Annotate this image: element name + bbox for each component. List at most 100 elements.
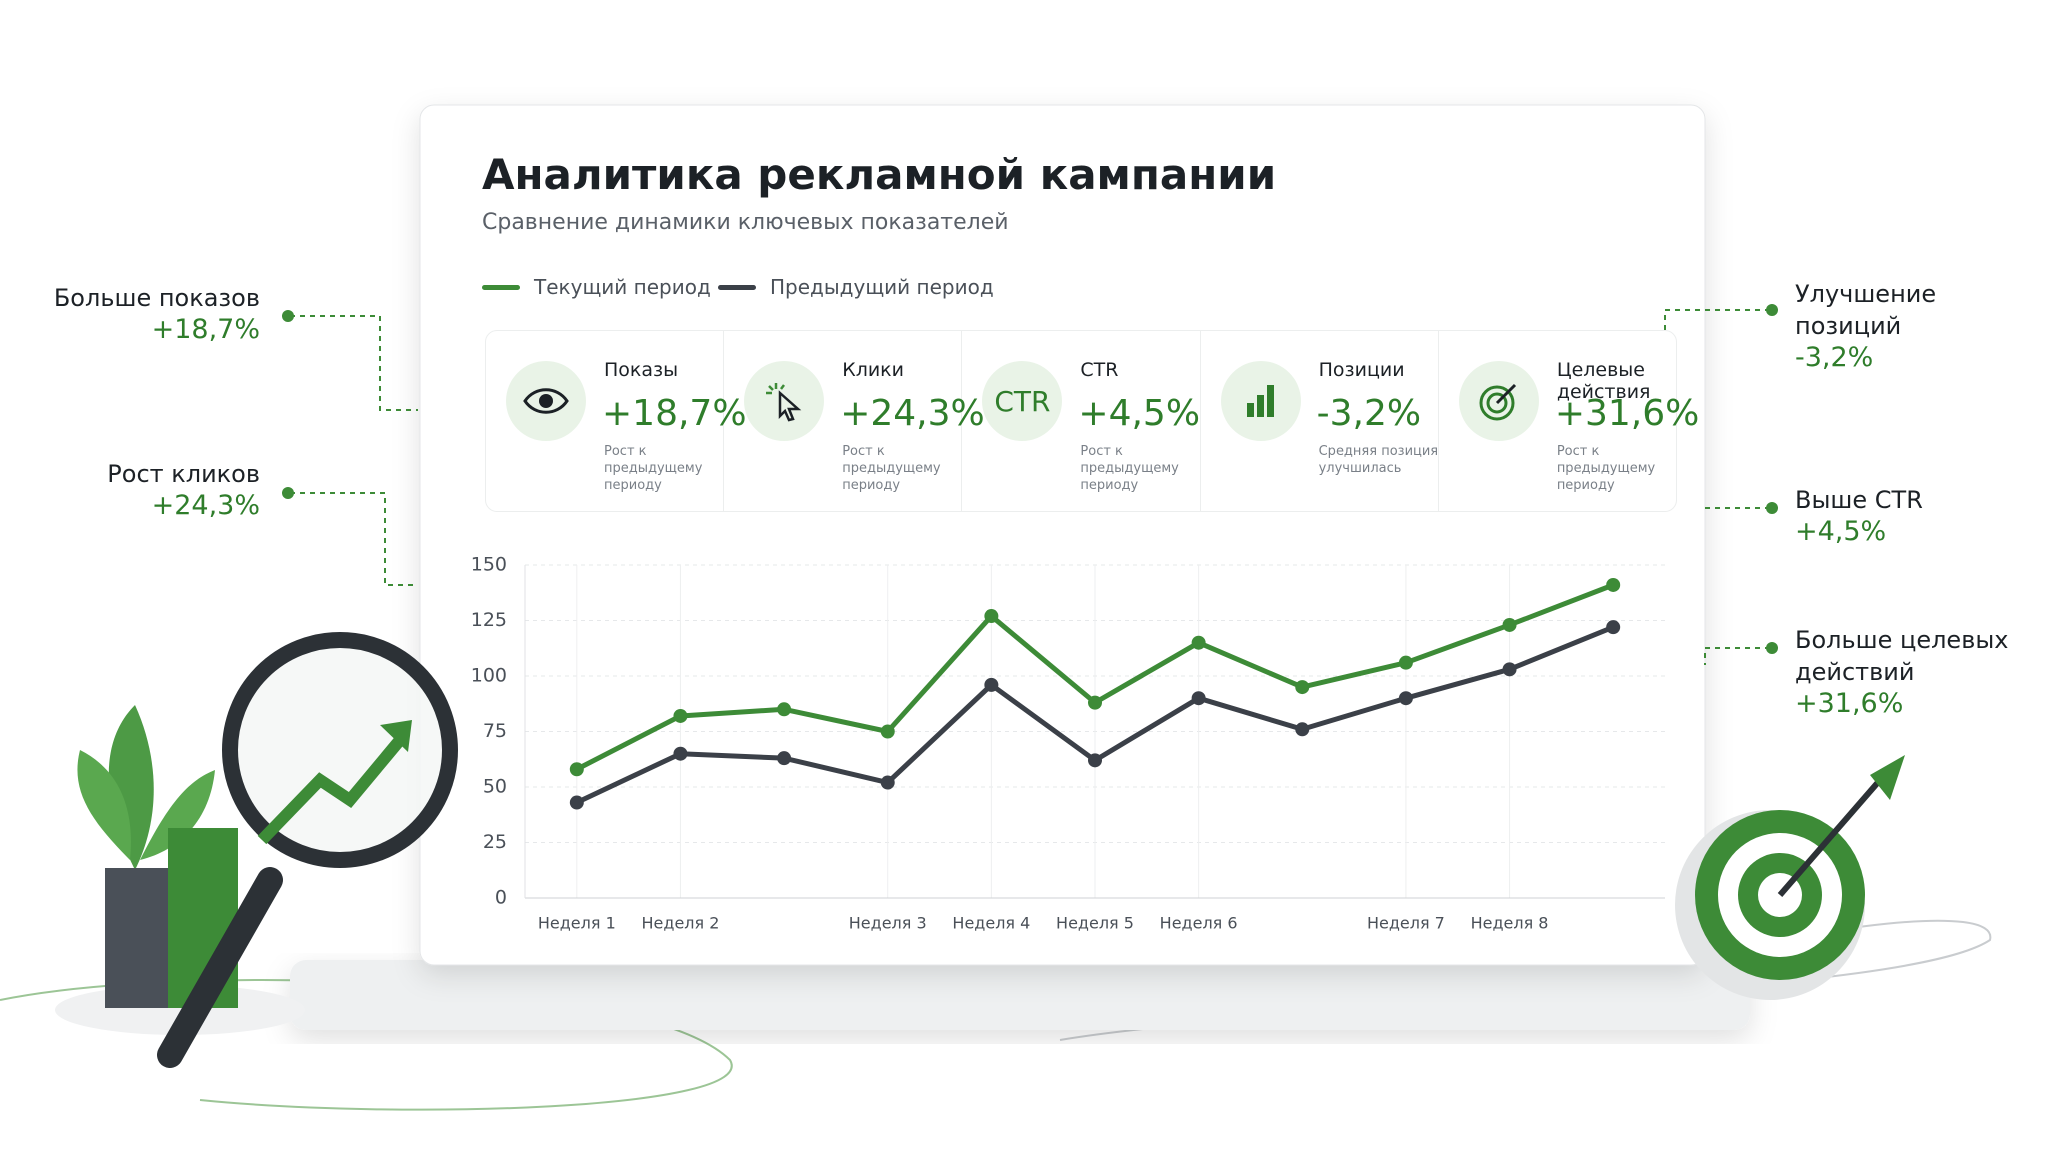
callout: Выше CTR +4,5% xyxy=(1795,484,1995,548)
callout-value: +31,6% xyxy=(1795,688,1904,719)
x-tick-label: Неделя 5 xyxy=(1056,914,1134,933)
data-point xyxy=(1191,691,1206,706)
callout: Больше показов +18,7% xyxy=(10,282,260,346)
callout-value: +18,7% xyxy=(151,314,260,345)
kpi-value: +4,5% xyxy=(1078,393,1201,434)
data-point xyxy=(1606,620,1621,635)
callout-label: Выше CTR xyxy=(1795,486,1923,514)
kpi-icon xyxy=(1220,361,1301,441)
subtitle: Сравнение динамики ключевых показателей xyxy=(482,210,1009,235)
kpi-note: Рост к предыдущему периоду xyxy=(1080,444,1179,493)
callout-label: Улучшение позиций xyxy=(1795,280,1937,340)
data-point xyxy=(1295,722,1310,737)
kpi-note: Рост к предыдущему периоду xyxy=(1556,444,1656,493)
x-tick-label: Неделя 6 xyxy=(1160,914,1238,933)
y-tick-label: 125 xyxy=(471,609,507,631)
dart xyxy=(1777,778,1883,897)
kpi-card: Целевые действия +31,6% Рост к предыдуще… xyxy=(1439,331,1699,511)
callout-label: Рост кликов xyxy=(107,460,260,488)
kpi-label: Целевые действия xyxy=(1556,359,1651,403)
data-point xyxy=(1088,695,1102,710)
kpi-icon: CTR xyxy=(982,361,1063,441)
data-point xyxy=(673,746,688,761)
title: Аналитика рекламной кампании xyxy=(482,150,1277,199)
kpi-label: Позиции xyxy=(1318,359,1405,381)
kpi-icon xyxy=(506,361,586,441)
x-tick-label: Неделя 4 xyxy=(952,914,1030,933)
kpi-icon xyxy=(744,361,825,441)
kpi-note: Средняя позиция улучшилась xyxy=(1318,444,1439,476)
callout: Рост кликов +24,3% xyxy=(10,458,260,522)
kpi-value: +24,3% xyxy=(840,393,985,434)
legend-item: Текущий период xyxy=(482,275,711,299)
data-point xyxy=(1191,635,1206,650)
kpi-value: -3,2% xyxy=(1316,393,1422,434)
y-tick-label: 75 xyxy=(483,720,507,742)
data-point xyxy=(1502,617,1517,632)
y-tick-label: 100 xyxy=(471,665,507,687)
kpi-label: Показы xyxy=(604,359,679,381)
x-tick-label: Неделя 2 xyxy=(642,914,720,933)
legend-label: Предыдущий период xyxy=(770,275,994,299)
kpi-icon xyxy=(1458,361,1539,441)
magnifier-arrow xyxy=(380,720,412,752)
y-tick-label: 50 xyxy=(483,776,507,798)
callout-label: Больше целевых действий xyxy=(1795,626,2009,686)
data-point xyxy=(984,609,999,624)
data-point xyxy=(1398,655,1413,670)
data-point xyxy=(1502,662,1517,677)
y-tick-label: 25 xyxy=(483,831,507,853)
magnifier-arrow xyxy=(257,736,405,845)
kpi-note: Рост к предыдущему периоду xyxy=(842,444,941,493)
data-point xyxy=(1398,691,1413,706)
data-point xyxy=(1295,680,1310,695)
kpi-label: CTR xyxy=(1080,359,1119,381)
x-tick-label: Неделя 3 xyxy=(849,914,927,933)
data-point xyxy=(1088,753,1102,768)
data-point xyxy=(777,751,792,766)
legend-label: Текущий период xyxy=(534,275,711,299)
kpi-value: +31,6% xyxy=(1554,393,1700,434)
legend-item: Предыдущий период xyxy=(718,275,994,299)
data-point xyxy=(880,775,895,790)
callout-value: +4,5% xyxy=(1795,516,1887,547)
x-tick-label: Неделя 7 xyxy=(1367,914,1445,933)
data-point xyxy=(777,702,792,717)
legend-swatch xyxy=(482,284,520,290)
callout-value: -3,2% xyxy=(1795,342,1874,373)
magnifier-lens xyxy=(222,632,458,868)
legend-swatch xyxy=(718,284,756,290)
data-point xyxy=(984,677,999,692)
callout: Больше целевых действий +31,6% xyxy=(1795,624,2015,720)
kpi-value: +18,7% xyxy=(602,393,747,434)
data-point xyxy=(569,795,584,810)
data-point xyxy=(1606,577,1621,592)
callout: Улучшение позиций -3,2% xyxy=(1795,278,1936,374)
bar-decor xyxy=(105,868,171,1008)
data-point xyxy=(673,708,688,723)
magnifier-handle xyxy=(157,867,283,1068)
line-chart: 0 25 50 75 100 125 150 Неделя 1 Неделя 2 Неделя 3… xyxy=(471,554,1665,933)
stand xyxy=(290,960,1750,1030)
x-tick-label: Неделя 1 xyxy=(538,914,616,933)
kpi-note: Рост к предыдущему периоду xyxy=(604,444,703,493)
y-tick-label: 150 xyxy=(471,554,507,576)
kpi-label: Клики xyxy=(842,359,905,381)
kpi-card: CTR CTR +4,5% Рост к предыдущему периоду xyxy=(962,331,1201,511)
data-point xyxy=(569,762,584,777)
kpi-card: Клики +24,3% Рост к предыдущему периоду xyxy=(724,331,985,511)
x-tick-label: Неделя 8 xyxy=(1471,914,1549,933)
kpi-card: Показы +18,7% Рост к предыдущему периоду xyxy=(486,331,747,511)
panel xyxy=(419,104,1706,966)
kpi-card: Позиции -3,2% Средняя позиция улучшилась xyxy=(1201,331,1439,511)
data-point xyxy=(880,724,895,739)
connector-dots xyxy=(282,304,1778,654)
leaf xyxy=(77,750,131,860)
leaf xyxy=(140,770,215,860)
kpi-row: Показы +18,7% Рост к предыдущему периоду… xyxy=(485,330,1699,512)
callout-value: +24,3% xyxy=(151,490,260,521)
dart xyxy=(1870,755,1905,800)
callout-label: Больше показов xyxy=(53,284,260,312)
